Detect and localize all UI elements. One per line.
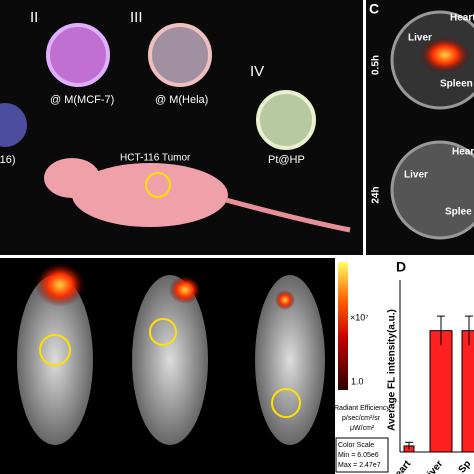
y-axis-label: Average FL intensity(a.u.) <box>387 309 398 431</box>
scale-min: Min = 6.05e6 <box>338 452 379 459</box>
roman-label: II <box>30 9 38 26</box>
scale-title: Color Scale <box>338 442 374 449</box>
legend-units: p/sec/cm²/sr <box>342 415 381 422</box>
bar <box>429 330 453 453</box>
colorbar-exponent: ×10⁷ <box>350 312 369 322</box>
caption: @ M(MCF-7) <box>50 94 114 106</box>
scale-max: Max = 2.47e7 <box>338 462 381 469</box>
bar <box>461 330 474 453</box>
colorbar <box>338 262 348 390</box>
liver-signal <box>420 37 470 73</box>
organ-label: Heart <box>450 13 474 24</box>
scale-box <box>335 437 389 473</box>
mice-images <box>17 263 325 445</box>
time-label: 24h <box>371 186 382 203</box>
organ-label: Liver <box>408 33 432 44</box>
legend-units: μW/cm² <box>350 425 375 432</box>
mouse-tail <box>225 197 351 233</box>
x-tick-label: Sp <box>457 459 474 474</box>
organ-label: Spleen <box>440 79 473 90</box>
particle <box>256 90 316 150</box>
roman-label: IV <box>250 63 264 80</box>
particle <box>0 103 27 147</box>
time-label: 0.5h <box>371 55 382 75</box>
caption: Pt@HP <box>268 154 305 166</box>
panel-label: C <box>369 1 379 17</box>
colorbar-tick: 1.0 <box>351 376 364 386</box>
particle <box>46 23 110 87</box>
x-tick-label: Liver <box>422 458 446 474</box>
mouse-head <box>44 158 100 198</box>
panel-label: D <box>396 259 406 275</box>
roman-label: (16) <box>0 154 16 166</box>
organ-label: Splee <box>445 207 472 218</box>
tumor-circle <box>145 172 171 198</box>
organ-label: Liver <box>404 170 428 181</box>
x-tick-label: Heart <box>388 458 413 474</box>
caption: @ M(Hela) <box>155 94 208 106</box>
roman-label: III <box>130 9 143 26</box>
tumor-label: HCT-116 Tumor <box>120 153 191 164</box>
dish <box>390 140 474 240</box>
organ-label: Heart <box>452 147 474 158</box>
particle <box>148 23 212 87</box>
legend-title: Radiant Efficiency <box>334 405 390 412</box>
